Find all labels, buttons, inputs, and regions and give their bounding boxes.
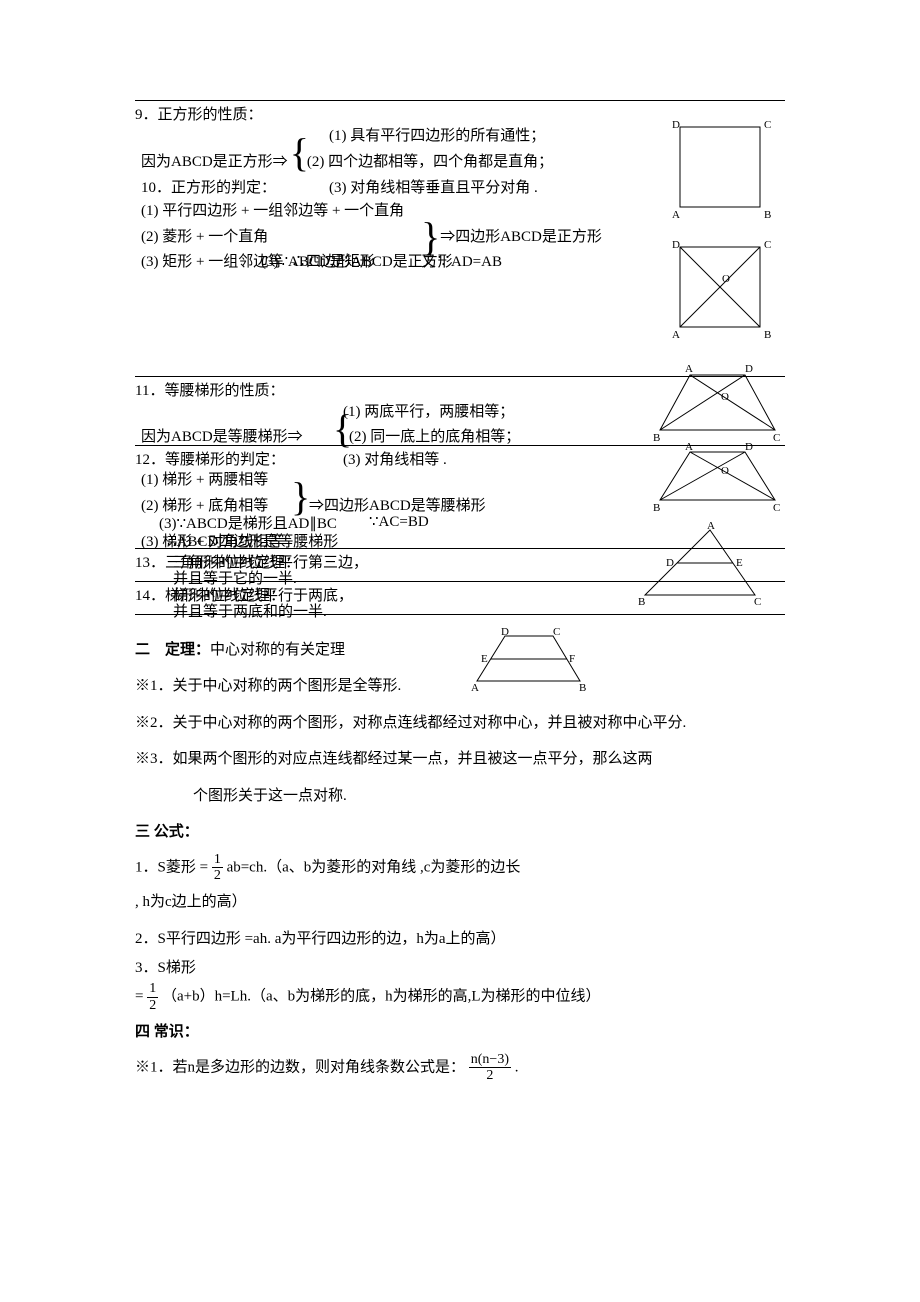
prop-2: (2) 同一底上的底角相等； [349, 425, 520, 446]
brace-left: { [290, 147, 309, 173]
theorem-3-cont: 个图形关于这一点对称. [135, 779, 785, 814]
diagram-trapezoid-midline: D C A B E F [465, 626, 595, 696]
prop-3: (3) 对角线相等 . [343, 448, 447, 469]
label-e: E [481, 653, 488, 665]
formula-3a: 3．S梯形 [135, 958, 785, 979]
section-13: 13．三角形中位线定理： 三角形的中位线平行第三边， 并且等于它的一半. [135, 548, 785, 581]
section-10-title: 10．正方形的判定： [141, 176, 276, 197]
section-14: 14．梯形中位线定理： 梯形的中位线平行于两底， 并且等于两底和的一半. [135, 581, 785, 615]
extra-2: 又∵AD=AB [421, 250, 502, 271]
label-a: A [471, 682, 479, 694]
theorem-1: ※1．关于中心对称的两个图形是全等形. [135, 669, 785, 704]
theorem-2: ※2．关于中心对称的两个图形，对称点连线都经过对称中心，并且被对称中心平分. [135, 706, 785, 741]
label-a: A [685, 363, 693, 375]
sec4-heading: 四 常识： [135, 1015, 785, 1050]
brace-right: } [421, 232, 440, 242]
label-d: D [501, 626, 509, 638]
label-o: O [722, 273, 730, 285]
section-12-title: 12．等腰梯形的判定： (3) 对角线相等 . [135, 445, 785, 464]
extra-2: ∵AC=BD [369, 512, 429, 531]
label-c: C [553, 626, 560, 638]
prop-3: (3) 对角线相等垂直且平分对角 . [329, 176, 538, 197]
prop-1: (1) 具有平行四边形的所有通性； [141, 123, 785, 149]
section-9-title: 9．正方形的性质： [135, 100, 785, 119]
formula-2: 2．S平行四边形 =ah. a为平行四边形的边，h为a上的高） [135, 922, 785, 957]
body-2: 并且等于两底和的一半. [173, 600, 327, 621]
label-a: A [672, 329, 680, 341]
intro-text: 因为ABCD是正方形⇒ [141, 149, 288, 175]
section-11-title: 11．等腰梯形的性质： [135, 376, 785, 395]
intro-text: 因为ABCD是等腰梯形⇒ [141, 425, 303, 446]
item-1: (1) 平行四边形 + 一组邻边等 + 一个直角 [141, 198, 785, 224]
formula-3b: = 12 （a+b）h=Lh.（a、b为梯形的底，h为梯形的高,L为梯形的中位线… [135, 981, 785, 1013]
formula-1-cont: , h为c边上的高） [135, 885, 785, 920]
label-f: F [569, 653, 575, 665]
sec2-heading: 二 定理：中心对称的有关定理 [135, 633, 785, 668]
label-b: B [579, 682, 586, 694]
arrow-result: ⇒四边形ABCD是正方形 [440, 224, 602, 250]
theorem-3: ※3．如果两个图形的对应点连线都经过某一点，并且被这一点平分，那么这两 [135, 742, 785, 777]
brace-right: } [291, 494, 310, 500]
frac-diag: n(n−3) 2 [469, 1052, 511, 1084]
extra-3: ∴ABCD四边形是等腰梯形 [167, 530, 338, 551]
formula-1: 1．S菱形 = 12 ab=ch.（a、b为菱形的对角线 ,c为菱形的边长 [135, 852, 785, 884]
prop-2: (2) 四个边都相等，四个角都是直角； [307, 149, 553, 175]
label-o: O [721, 465, 729, 477]
frac-half-1: 12 [212, 852, 223, 884]
sec3-heading: 三 公式： [135, 815, 785, 850]
label-d: D [745, 363, 753, 375]
label-b: B [764, 329, 771, 341]
item-2: (2) 菱形 + 一个直角 [141, 224, 421, 250]
common-1: ※1．若n是多边形的边数，则对角线条数公式是： n(n−3) 2 . [135, 1052, 785, 1084]
section-9-body: (1) 具有平行四边形的所有通性； 因为ABCD是正方形⇒ { (2) 四个边都… [135, 119, 785, 270]
frac-half-2: 12 [147, 981, 158, 1013]
label-a: A [707, 520, 715, 532]
